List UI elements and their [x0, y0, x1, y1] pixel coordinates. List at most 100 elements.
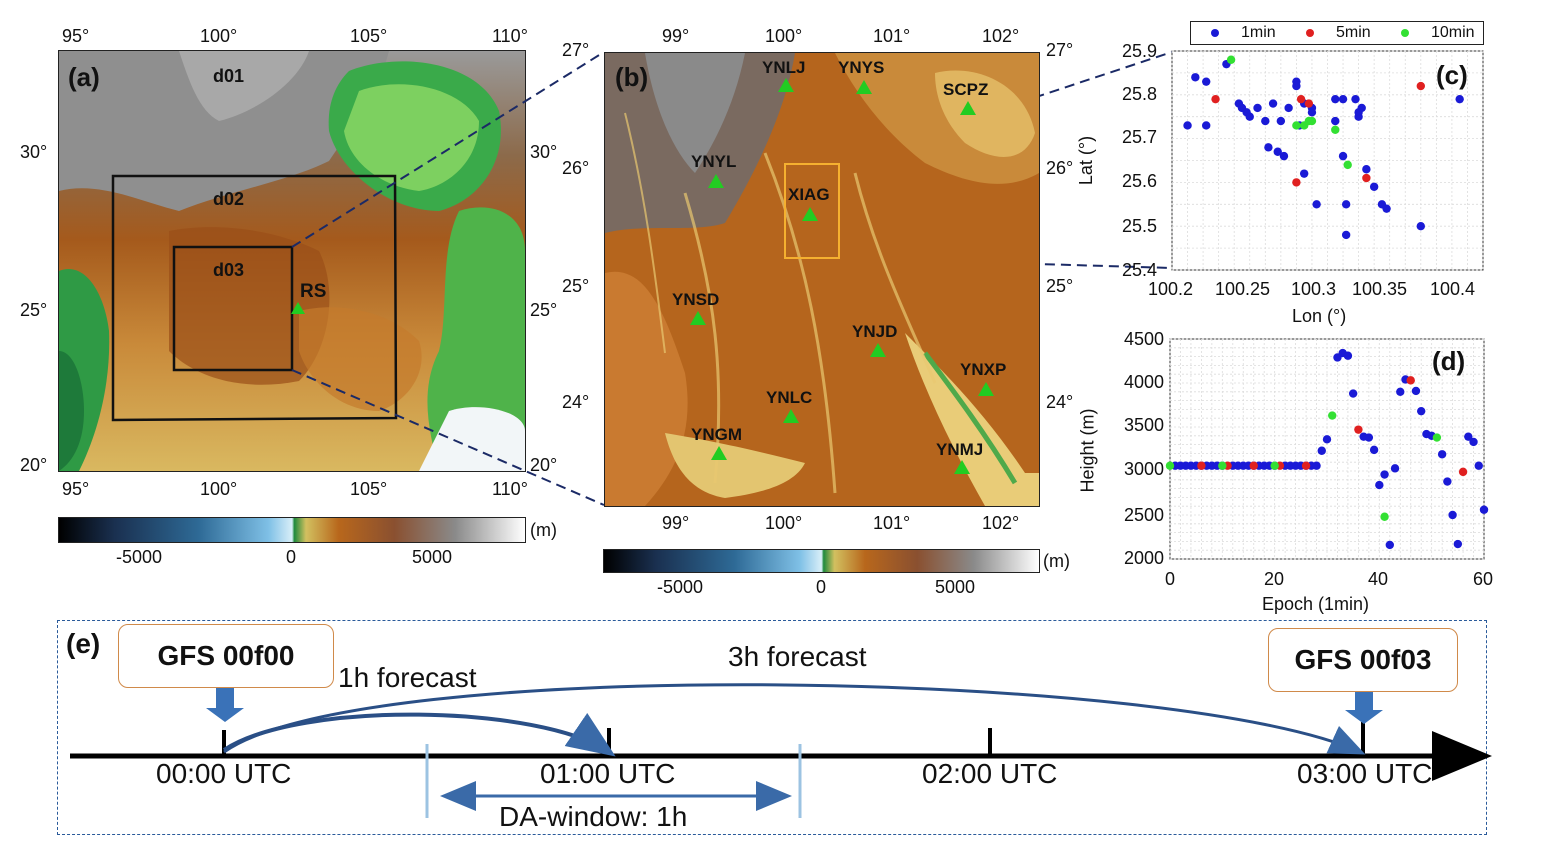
panel-c-label: (c) — [1436, 60, 1468, 90]
domain-d03-label: d03 — [213, 260, 245, 280]
da-window-label: DA-window: 1h — [499, 801, 688, 832]
data-point-1min — [1443, 477, 1452, 486]
data-point-1min — [1369, 445, 1379, 455]
data-point-10min — [1226, 55, 1236, 64]
data-point-1min — [1416, 222, 1426, 231]
data-point-5min — [1301, 461, 1311, 470]
station-ynxp-label: YNXP — [960, 360, 1007, 379]
data-point-1min — [1331, 116, 1340, 126]
panel-a-lon-tick-bottom: 100° — [200, 479, 238, 499]
panel-b-lon-tick-top: 100° — [765, 26, 803, 46]
gfs-00f03-box: GFS 00f03 — [1268, 628, 1458, 692]
station-ynsd-triangle-icon — [690, 311, 706, 325]
domain-d02-label: d02 — [213, 189, 245, 209]
panel-a-colorbar-unit: (m) — [530, 520, 557, 540]
data-point-1min — [1343, 351, 1353, 360]
forecast-1h-label: 1h forecast — [338, 662, 477, 693]
panel-a-colorbar-tick: 5000 — [412, 547, 453, 567]
panel-c-ytick: 25.4 — [1122, 260, 1158, 280]
panel-b-lon-tick-bottom: 101° — [873, 513, 911, 533]
station-scpz-label: SCPZ — [943, 80, 989, 99]
panel-b-lat-tick-right: 25° — [1046, 276, 1074, 296]
data-point-1min — [1464, 432, 1473, 441]
panel-a-colorbar — [58, 517, 526, 543]
panel-a-lon-tick-bottom: 95° — [62, 479, 90, 499]
legend-5min-label: 5min — [1336, 24, 1371, 41]
panel-d-ytick: 3500 — [1124, 415, 1165, 435]
data-point-10min — [1432, 433, 1442, 442]
data-point-10min — [1380, 512, 1389, 521]
data-point-1min — [1338, 94, 1348, 104]
data-point-1min — [1411, 386, 1421, 396]
panel-b-terrain-svg — [605, 53, 1039, 506]
data-point-10min — [1165, 461, 1175, 470]
data-point-5min — [1249, 461, 1258, 470]
panel-d-xtick: 0 — [1165, 569, 1176, 589]
data-point-10min — [1218, 461, 1227, 470]
data-point-1min — [1354, 112, 1363, 121]
legend-10min-dot-icon — [1401, 29, 1409, 37]
data-point-5min — [1362, 173, 1371, 183]
site-rs-label: RS — [300, 281, 327, 302]
gfs-00f00-box: GFS 00f00 — [118, 624, 334, 688]
station-ynlc-label: YNLC — [766, 388, 813, 407]
panel-b-lat-tick-right: 24° — [1046, 392, 1074, 412]
station-ynlj-label: YNLJ — [762, 58, 806, 77]
time-label-0100: 01:00 UTC — [540, 758, 676, 789]
panel-e-label: (e) — [66, 628, 101, 659]
data-point-1min — [1273, 147, 1282, 156]
data-point-1min — [1364, 433, 1374, 442]
data-point-1min — [1245, 112, 1254, 121]
data-point-1min — [1362, 165, 1371, 174]
data-point-1min — [1279, 151, 1289, 161]
station-ynyl-label: YNYL — [691, 152, 737, 171]
station-ynxp-triangle-icon — [978, 382, 994, 396]
panel-a-lon-tick-top: 95° — [62, 26, 90, 46]
panel-a-label: (a) — [68, 62, 100, 92]
data-point-1min — [1448, 510, 1457, 520]
data-point-1min — [1453, 539, 1463, 549]
data-point-1min — [1338, 151, 1348, 161]
data-point-1min — [1437, 450, 1447, 459]
data-point-5min — [1296, 94, 1306, 104]
panel-b-lat-tick-left: 27° — [562, 40, 590, 60]
data-point-1min — [1375, 480, 1384, 490]
data-point-1min — [1191, 73, 1200, 82]
data-point-1min — [1474, 461, 1483, 470]
data-point-5min — [1354, 425, 1363, 434]
data-point-1min — [1317, 446, 1326, 455]
data-point-10min — [1270, 461, 1279, 470]
panel-b-lon-tick-bottom: 100° — [765, 513, 803, 533]
panel-c-xtick: 100.2 — [1148, 279, 1194, 299]
data-point-1min — [1417, 406, 1426, 416]
panel-a-lon-tick-top: 100° — [200, 26, 238, 46]
site-rs-triangle-icon — [291, 302, 305, 314]
data-point-1min — [1341, 200, 1351, 209]
data-point-1min — [1390, 464, 1400, 473]
data-point-10min — [1331, 125, 1340, 135]
data-point-1min — [1253, 103, 1262, 113]
panel-a-lat-tick-left: 20° — [20, 455, 48, 475]
station-scpz-triangle-icon — [960, 101, 976, 115]
data-point-1min — [1312, 200, 1321, 209]
panel-c-ytick: 25.6 — [1122, 171, 1158, 191]
panel-d-ylabel: Height (m) — [1077, 408, 1098, 493]
xiag-zoom-box — [784, 163, 840, 259]
panel-b-lon-tick-bottom: 99° — [662, 513, 690, 533]
station-ynlc-triangle-icon — [783, 409, 799, 423]
panel-d-xtick: 60 — [1473, 569, 1494, 589]
panel-d-ytick: 4500 — [1124, 329, 1165, 349]
panel-b-colorbar-tick: 5000 — [935, 577, 976, 597]
data-point-1min — [1341, 230, 1351, 240]
data-point-1min — [1331, 94, 1340, 104]
data-point-1min — [1469, 437, 1478, 447]
data-point-10min — [1292, 121, 1301, 130]
panel-b-colorbar — [603, 549, 1040, 573]
panel-a-lat-tick-right: 25° — [530, 300, 558, 320]
data-point-1min — [1455, 94, 1464, 104]
panel-c-ytick: 25.9 — [1122, 41, 1158, 61]
panel-b-colorbar-tick: -5000 — [657, 577, 704, 597]
data-point-1min — [1268, 99, 1278, 108]
station-ynys-label: YNYS — [838, 58, 885, 77]
data-point-5min — [1211, 94, 1220, 104]
